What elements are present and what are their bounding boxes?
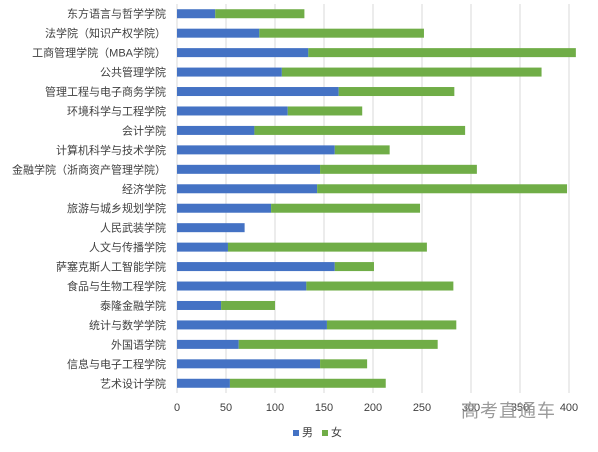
bar-segment-male <box>177 223 245 233</box>
x-tick-label: 300 <box>462 402 480 414</box>
legend-swatch-female <box>322 430 328 436</box>
bar-segment-male <box>177 48 309 58</box>
category-label: 萨塞克斯人工智能学院 <box>56 260 166 274</box>
category-label: 人文与传播学院 <box>89 240 166 254</box>
category-label: 旅游与城乡规划学院 <box>67 201 166 215</box>
category-label: 工商管理学院（MBA学院） <box>32 46 166 60</box>
bar-segment-male <box>177 106 288 116</box>
category-label: 艺术设计学院 <box>100 376 166 390</box>
bar-segment-male <box>177 300 222 310</box>
x-tick-label: 50 <box>220 402 232 414</box>
bar-segment-male <box>177 262 335 272</box>
bar-segment-female <box>334 145 390 155</box>
x-tick-label: 400 <box>560 402 578 414</box>
bar-segment-male <box>177 87 339 97</box>
bar-segment-male <box>177 378 230 388</box>
category-label: 人民武装学院 <box>100 221 166 235</box>
bar-segment-male <box>177 145 335 155</box>
bar-segment-female <box>308 48 576 58</box>
category-label: 经济学院 <box>122 182 166 196</box>
bar-segment-female <box>229 378 386 388</box>
bar-segment-female <box>317 184 568 194</box>
category-label: 金融学院（浙商资产管理学院） <box>12 162 166 176</box>
x-tick-label: 200 <box>364 402 382 414</box>
category-label: 食品与生物工程学院 <box>67 279 166 293</box>
bar-segment-female <box>326 320 457 330</box>
category-label: 外国语学院 <box>111 337 166 351</box>
watermark-text: 高考直通车 <box>461 401 556 421</box>
category-label: 法学院（知识产权学院） <box>45 26 166 40</box>
bar-segment-female <box>306 281 454 291</box>
bar-segment-male <box>177 281 307 291</box>
bar-segment-female <box>215 9 305 19</box>
x-tick-label: 150 <box>315 402 333 414</box>
bar-segment-male <box>177 184 318 194</box>
bar-segment-female <box>227 242 427 252</box>
bar-segment-male <box>177 9 216 19</box>
category-label: 泰隆金融学院 <box>100 298 166 312</box>
bar-segment-male <box>177 359 321 369</box>
legend-label: 男 <box>302 427 313 439</box>
category-label: 东方语言与哲学学院 <box>67 7 166 21</box>
category-label: 会计学院 <box>122 123 166 137</box>
x-tick-label: 100 <box>266 402 284 414</box>
bar-segment-female <box>271 203 421 213</box>
bar-segment-male <box>177 339 239 349</box>
bar-segment-female <box>221 300 275 310</box>
category-label: 计算机科学与技术学院 <box>56 143 166 157</box>
bar-segment-female <box>320 164 477 174</box>
x-tick-label: 250 <box>413 402 431 414</box>
bar-segment-female <box>254 125 466 135</box>
bar-segment-male <box>177 203 272 213</box>
bar-segment-female <box>287 106 363 116</box>
bar-segment-male <box>177 28 260 38</box>
legend: 男女 <box>293 425 342 439</box>
x-tick-label: 0 <box>174 402 180 414</box>
bar-segment-male <box>177 67 282 77</box>
bar-segment-female <box>320 359 368 369</box>
category-label: 公共管理学院 <box>100 65 166 79</box>
bar-segment-female <box>338 87 455 97</box>
x-tick-labels: 0 50 100 150 200 250 300 350 400 <box>174 402 578 414</box>
bars <box>177 9 576 388</box>
legend-label: 女 <box>331 425 342 439</box>
gridlines <box>176 4 570 393</box>
bar-segment-male <box>177 164 321 174</box>
bar-segment-male <box>177 242 228 252</box>
bar-segment-male <box>177 320 327 330</box>
bar-segment-male <box>177 125 255 135</box>
bar-segment-female <box>281 67 542 77</box>
bar-segment-female <box>334 262 374 272</box>
bar-segment-female <box>238 339 438 349</box>
category-label: 管理工程与电子商务学院 <box>45 85 166 99</box>
legend-swatch-male <box>293 430 299 436</box>
bar-segment-female <box>259 28 424 38</box>
x-tick-label: 350 <box>511 402 529 414</box>
category-label: 统计与数学学院 <box>89 318 166 332</box>
category-label: 环境科学与工程学院 <box>67 104 166 118</box>
category-label: 信息与电子工程学院 <box>67 357 166 371</box>
